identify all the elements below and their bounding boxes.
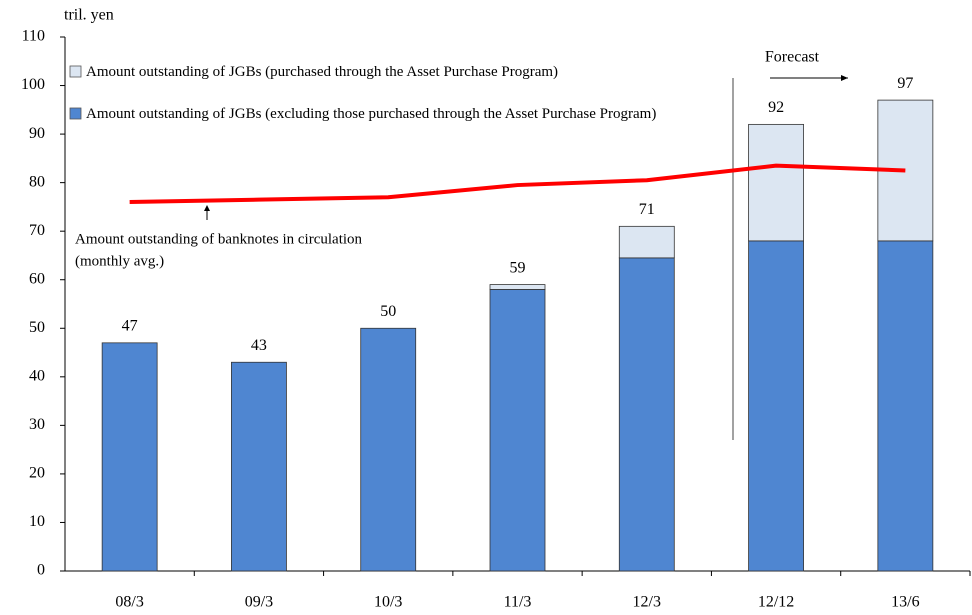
banknote-line <box>129 163 906 205</box>
line-annotation: (monthly avg.) <box>75 253 164 269</box>
bar-segment <box>877 240 934 572</box>
total-label: 43 <box>251 337 267 354</box>
y-tick-label: 0 <box>37 562 45 579</box>
y-tick-label: 50 <box>29 319 45 336</box>
bar-segment <box>489 284 546 290</box>
x-tick-label: 13/6 <box>891 594 919 611</box>
x-tick-label: 10/3 <box>374 594 402 611</box>
total-label: 71 <box>639 201 655 218</box>
total-label: 59 <box>510 259 526 276</box>
y-tick-label: 110 <box>22 28 45 45</box>
y-tick-label: 80 <box>29 173 45 190</box>
legend-entry: Amount outstanding of JGBs (purchased th… <box>86 64 559 80</box>
y-tick-label: 70 <box>29 222 45 239</box>
total-label: 92 <box>768 99 784 116</box>
total-label: 50 <box>380 303 396 320</box>
y-tick-label: 20 <box>29 465 45 482</box>
bar-segment <box>748 240 804 572</box>
legend-entry: Amount outstanding of JGBs (excluding th… <box>86 106 657 122</box>
bar-segment <box>748 123 804 242</box>
forecast-arrowhead <box>841 75 848 81</box>
y-tick-label: 40 <box>29 367 45 384</box>
y-axis-label: tril. yen <box>64 7 114 24</box>
total-label: 97 <box>897 75 913 92</box>
bar-segment <box>101 342 158 572</box>
x-tick-label: 12/12 <box>758 594 794 611</box>
legend-swatch <box>69 65 82 78</box>
bar-segment <box>618 225 675 259</box>
y-tick-label: 60 <box>29 270 45 287</box>
bar-segment <box>231 361 287 572</box>
line-annotation: Amount outstanding of banknotes in circu… <box>75 231 363 247</box>
bar-segment <box>360 327 417 572</box>
y-tick-label: 10 <box>29 513 45 530</box>
total-label: 47 <box>122 318 138 335</box>
bar-segment <box>618 257 675 572</box>
x-tick-label: 11/3 <box>504 594 532 611</box>
x-tick-label: 09/3 <box>245 594 273 611</box>
x-tick-label: 12/3 <box>633 594 661 611</box>
y-tick-label: 100 <box>21 76 45 93</box>
x-tick-label: 08/3 <box>115 594 143 611</box>
y-tick-label: 30 <box>29 416 45 433</box>
bar-segment <box>489 289 546 572</box>
y-tick-label: 90 <box>29 125 45 142</box>
forecast-label: Forecast <box>765 49 820 66</box>
annotation-arrowhead <box>204 205 210 211</box>
legend-swatch <box>69 107 82 120</box>
